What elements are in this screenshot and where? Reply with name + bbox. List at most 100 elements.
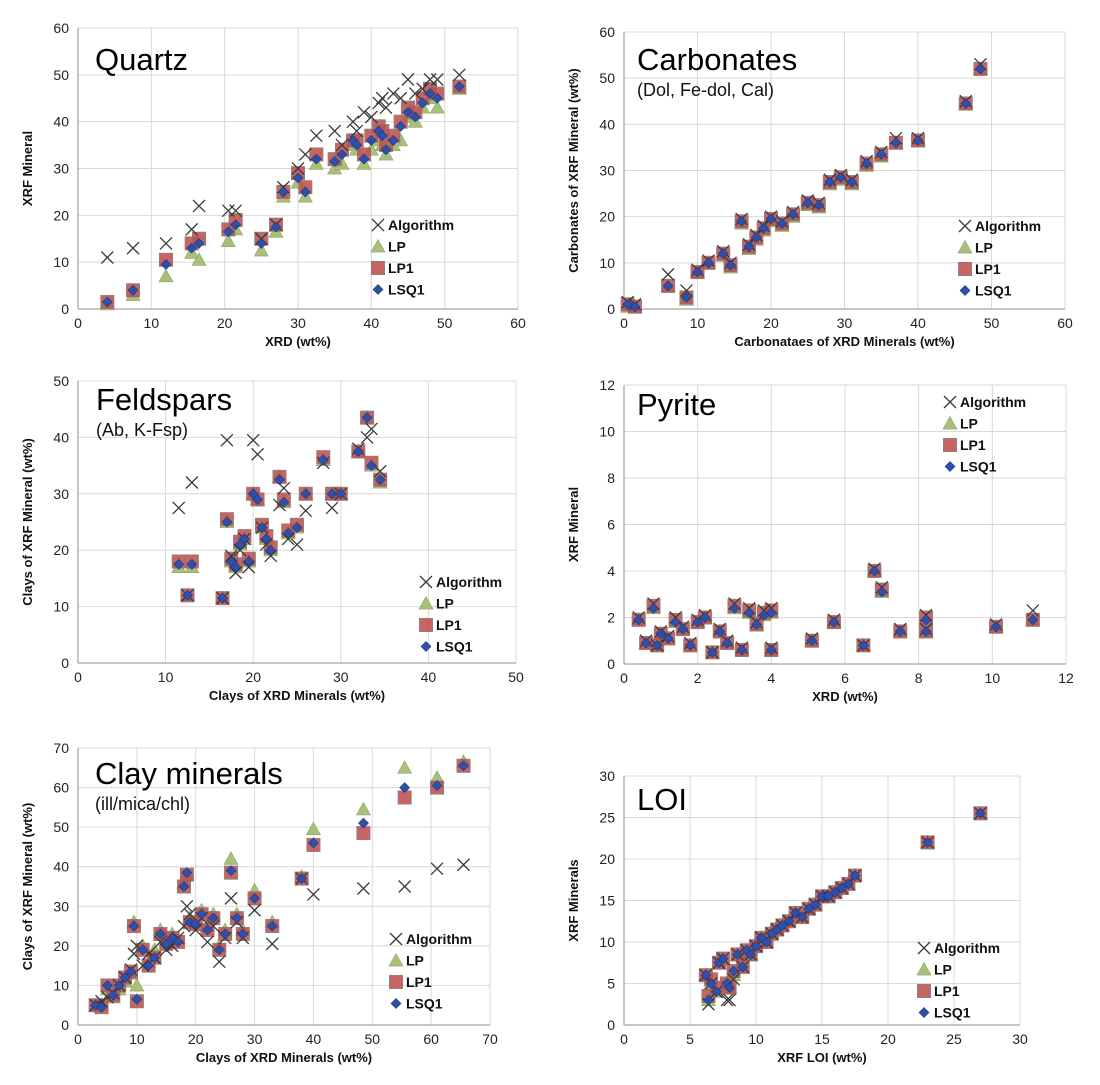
lsq1-point (806, 635, 818, 647)
algorithm-point (281, 532, 295, 546)
x-axis-label: XRD (wt%) (812, 689, 878, 704)
x-tick-label: 5 (686, 1031, 694, 1047)
legend-label: LSQ1 (960, 459, 997, 475)
lsq1-point (230, 219, 242, 231)
lsq1-point (182, 589, 193, 601)
lsq1-point (255, 238, 267, 249)
lsq1-point (703, 994, 714, 1006)
lsq1-point (125, 966, 137, 978)
y-axis-label: Clays of XRF Mineral (wt%) (20, 438, 35, 606)
lsq1-point (225, 865, 237, 877)
x-tick-label: 30 (837, 315, 853, 331)
lsq1-point (648, 602, 659, 614)
algorithm-point (430, 862, 444, 876)
lsq1-point (387, 134, 399, 146)
algorithm-point (185, 222, 199, 236)
legend-label: LP (388, 239, 406, 255)
lsq1-point (278, 496, 290, 508)
algorithm-point (172, 501, 186, 515)
y-tick-label: 20 (53, 207, 69, 223)
lsq1-point (399, 782, 411, 793)
y-tick-label: 30 (53, 486, 69, 502)
lsq1-point (875, 148, 887, 160)
lsq1-point (184, 916, 196, 928)
lsq1-point (790, 907, 802, 919)
algorithm-point (408, 87, 422, 101)
lsq1-point (684, 639, 696, 651)
lp-point (429, 99, 445, 114)
legend-label: LP1 (406, 974, 432, 990)
lsq1-point (920, 626, 932, 637)
lp-point (129, 977, 145, 992)
lsq1-point (173, 558, 185, 570)
x-axis-label: Clays of XRD Minerals (wt%) (196, 1050, 372, 1065)
lp-point (397, 760, 413, 774)
legend-marker-lp (388, 952, 404, 967)
lsq1-point (849, 870, 861, 882)
lsq1-point (912, 135, 924, 146)
lsq1-point (431, 92, 443, 104)
lsq1-point (717, 248, 729, 260)
x-tick-label: 10 (690, 315, 706, 331)
lsq1-point (266, 920, 278, 932)
algorithm-point (346, 115, 360, 129)
lsq1-point (717, 953, 729, 965)
panel-subtitle: (Dol, Fe-dol, Cal) (637, 80, 774, 100)
y-tick-label: 20 (599, 209, 615, 225)
legend-label: Algorithm (960, 394, 1026, 410)
legend-marker-lp1 (958, 262, 972, 276)
algorithm-point (192, 199, 206, 213)
lsq1-point (207, 912, 219, 924)
lsq1-point (310, 153, 322, 165)
lsq1-point (828, 616, 840, 628)
lsq1-point (835, 172, 847, 183)
legend-marker-lp (418, 595, 434, 610)
legend-marker-lsq1 (959, 285, 971, 296)
x-tick-label: 0 (620, 315, 628, 331)
lsq1-point (431, 780, 443, 792)
lsq1-point (776, 218, 788, 230)
algorithm-point (379, 101, 393, 115)
lsq1-point (857, 639, 869, 651)
algorithm-point (248, 903, 262, 917)
lp-point (220, 233, 236, 247)
x-tick-label: 0 (620, 1031, 628, 1047)
y-tick-label: 60 (53, 20, 69, 36)
lsq1-point (732, 949, 743, 960)
y-tick-label: 10 (599, 424, 615, 440)
chart-panel-3: 0 2 4 6 8 10 12 0 2 4 6 8 10 12 XRD (wt%) XRF Mineral Py… (566, 377, 1074, 704)
lsq1-point (193, 238, 205, 249)
lsq1-point (219, 928, 231, 940)
lsq1-point (729, 602, 740, 614)
algorithm-point (290, 538, 304, 552)
algorithm-point (430, 73, 444, 86)
lsq1-point (299, 186, 311, 198)
lsq1-point (143, 960, 155, 972)
lsq1-point (736, 215, 748, 227)
lsq1-point (252, 494, 264, 505)
x-tick-label: 20 (763, 315, 779, 331)
lp-point (305, 821, 321, 836)
lsq1-point (409, 111, 421, 123)
lsq1-point (824, 176, 836, 188)
x-tick-label: 4 (767, 670, 775, 686)
x-tick-label: 70 (482, 1031, 498, 1047)
lsq1-point (894, 626, 906, 637)
algorithm-point (246, 433, 260, 447)
y-tick-label: 60 (599, 24, 615, 40)
legend-label: LP1 (388, 260, 414, 276)
y-tick-label: 60 (53, 780, 69, 796)
legend-marker-alg (419, 575, 433, 589)
lsq1-point (239, 533, 250, 545)
lsq1-point (282, 527, 294, 539)
lsq1-point (1027, 614, 1039, 626)
y-tick-label: 2 (607, 610, 615, 626)
y-tick-label: 4 (607, 563, 615, 579)
lsq1-point (128, 920, 140, 932)
lsq1-point (249, 892, 260, 904)
lsq1-point (160, 938, 172, 950)
y-tick-label: 50 (53, 67, 69, 83)
lsq1-point (326, 488, 338, 500)
panel-title: Carbonates (637, 42, 797, 77)
lsq1-point (292, 172, 304, 184)
